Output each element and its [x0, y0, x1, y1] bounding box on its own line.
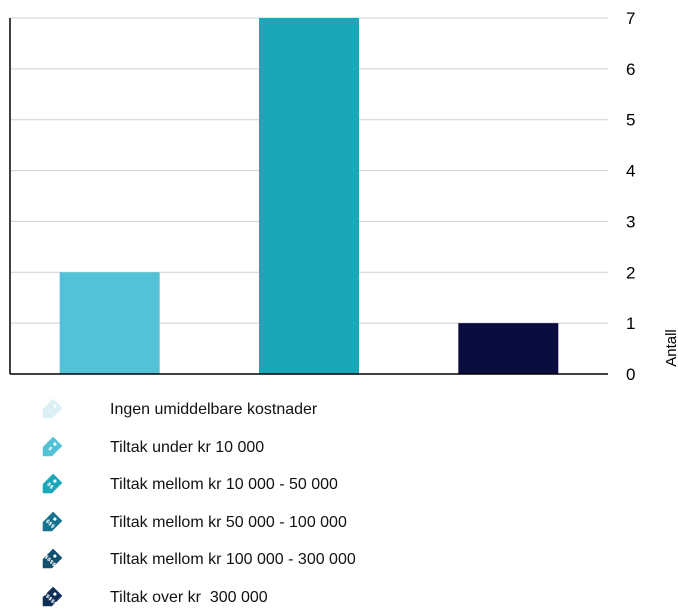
tag-icon: $$$$	[36, 545, 66, 575]
legend-item: Ingen umiddelbare kostnader	[36, 395, 456, 425]
y-tick-labels: 0 1 2 3 4 5 6 7	[626, 9, 635, 384]
tag-icon	[36, 395, 66, 425]
bar	[259, 18, 359, 374]
svg-text:$$: $$	[45, 481, 55, 491]
svg-text:$: $	[47, 445, 54, 452]
bars	[59, 18, 559, 374]
legend-item: $$$$ Tiltak mellom kr 100 000 - 300 000	[36, 545, 456, 575]
legend-label: Tiltak mellom kr 50 000 - 100 000	[110, 513, 347, 531]
bar-chart: 0 1 2 3 4 5 6 7 Antall	[9, 9, 678, 384]
y-tick-label: 0	[626, 365, 635, 384]
legend-label: Tiltak mellom kr 100 000 - 300 000	[110, 551, 356, 568]
svg-text:$$$: $$$	[44, 518, 56, 530]
legend-item: $$ Tiltak mellom kr 10 000 - 50 000	[36, 470, 456, 500]
tag-icon: $$$	[36, 508, 66, 538]
tag-icon: $	[36, 433, 66, 463]
legend-label: Tiltak mellom kr 10 000 - 50 000	[110, 476, 338, 493]
tag-icon: $$$$$	[36, 583, 66, 613]
y-tick-label: 3	[626, 212, 635, 231]
y-tick-label: 7	[626, 9, 635, 28]
legend-item: $$$$$ Tiltak over kr 300 000	[36, 583, 456, 613]
legend-label: Tiltak under kr 10 000	[110, 438, 265, 456]
legend-item: $$$ Tiltak mellom kr 50 000 - 100 000	[36, 508, 456, 538]
y-tick-label: 5	[626, 111, 635, 130]
tag-icon: $$	[36, 470, 66, 500]
bar	[458, 323, 559, 374]
y-tick-label: 1	[626, 314, 635, 333]
bar	[59, 272, 160, 374]
y-axis-title: Antall	[663, 329, 678, 367]
y-tick-label: 6	[626, 60, 635, 79]
legend-label: Tiltak over kr 300 000	[110, 588, 268, 606]
legend-label: Ingen umiddelbare kostnader	[110, 401, 318, 418]
y-tick-label: 2	[626, 263, 635, 282]
y-tick-label: 4	[626, 162, 635, 181]
legend-item: $ Tiltak under kr 10 000	[36, 433, 456, 463]
